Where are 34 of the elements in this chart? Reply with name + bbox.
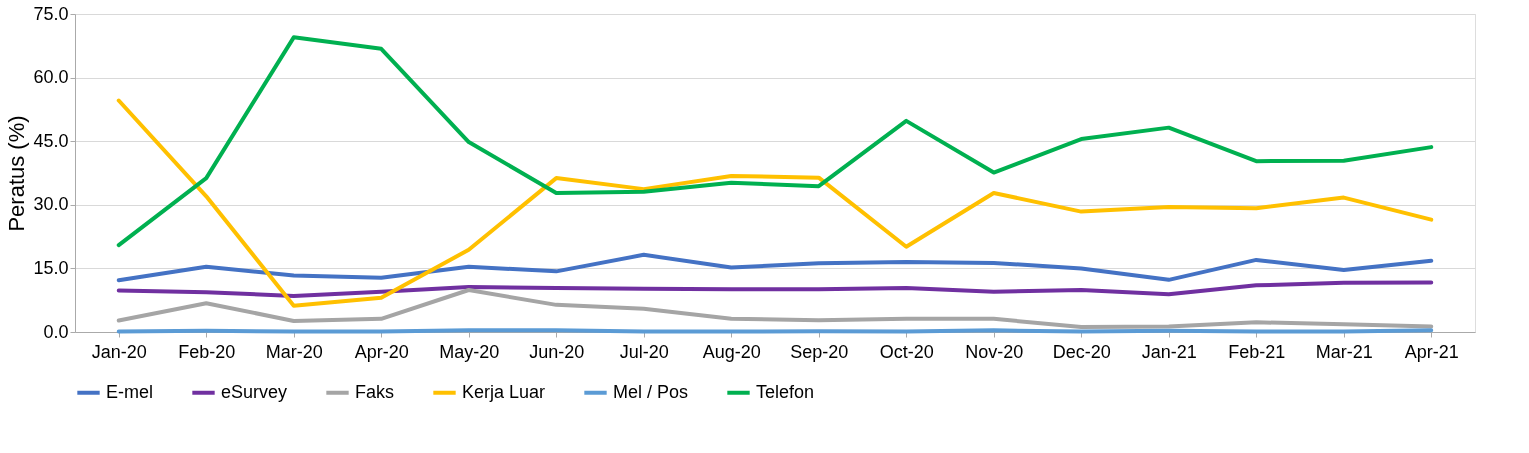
x-tick-label: Dec-20	[1052, 341, 1111, 362]
legend-label: E-mel	[106, 381, 154, 402]
x-tick-label: Mar-20	[265, 341, 323, 362]
legend-label: Kerja Luar	[462, 381, 546, 402]
legend-label: Mel / Pos	[613, 381, 689, 402]
line-series	[116, 98, 1434, 308]
line-series	[116, 280, 1434, 298]
y-tick-label: 75.0	[33, 3, 69, 24]
x-tick-label: Feb-21	[1228, 341, 1286, 362]
x-tick-label: May-20	[439, 341, 500, 362]
x-tick-label: Jan-21	[1141, 341, 1197, 362]
x-tick-label: Mar-21	[1315, 341, 1373, 362]
y-tick-label: 45.0	[33, 130, 69, 151]
y-tick-label: 0.0	[43, 321, 69, 342]
x-tick-label: Apr-20	[354, 341, 409, 362]
y-tick-label: 15.0	[33, 257, 69, 278]
line-series	[116, 252, 1434, 283]
x-tick-label: Aug-20	[702, 341, 761, 362]
line-series	[116, 35, 1434, 248]
x-tick-label: Jun-20	[529, 341, 585, 362]
legend-label: Faks	[355, 381, 395, 402]
x-tick-label: Jan-20	[91, 341, 147, 362]
line-series	[116, 288, 1434, 329]
y-tick-label: 30.0	[33, 194, 69, 215]
legend-label: eSurvey	[221, 381, 288, 402]
legend-label: Telefon	[756, 381, 815, 402]
x-tick-label: Nov-20	[965, 341, 1024, 362]
x-tick-label: Jul-20	[619, 341, 669, 362]
x-tick-label: Sep-20	[790, 341, 849, 362]
x-tick-label: Apr-21	[1404, 341, 1459, 362]
x-tick-label: Feb-20	[178, 341, 236, 362]
x-tick-label: Oct-20	[879, 341, 934, 362]
y-tick-label: 60.0	[33, 67, 69, 88]
y-axis-title: Peratus (%)	[4, 115, 30, 232]
